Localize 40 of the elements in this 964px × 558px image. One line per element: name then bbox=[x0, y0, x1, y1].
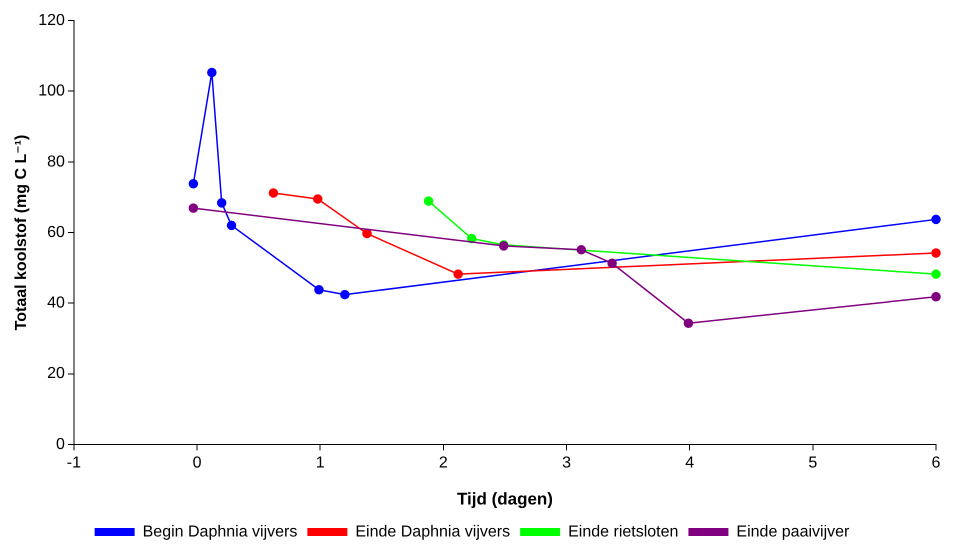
legend-label: Einde paaivijver bbox=[736, 523, 850, 540]
point bbox=[313, 194, 322, 204]
point bbox=[931, 292, 941, 302]
y-tick-label: 0 bbox=[56, 436, 65, 453]
x-tick-label: 1 bbox=[316, 454, 325, 472]
x-tick-label: 0 bbox=[192, 454, 202, 472]
legend-label: Begin Daphnia vijvers bbox=[142, 523, 298, 540]
y-tick-label: 120 bbox=[38, 12, 65, 30]
point bbox=[576, 245, 586, 255]
x-tick-label: 5 bbox=[808, 454, 818, 472]
x-axis-title: Tijd (dagen) bbox=[456, 489, 553, 508]
point bbox=[453, 269, 463, 279]
point bbox=[931, 214, 941, 224]
point bbox=[226, 220, 236, 230]
point bbox=[931, 269, 941, 279]
x-tick-label: 4 bbox=[685, 454, 694, 472]
point bbox=[216, 198, 226, 208]
y-tick-label: 40 bbox=[47, 294, 65, 312]
point bbox=[424, 196, 434, 206]
y-axis-title: Totaal koolstof (mg C L⁻¹) bbox=[13, 134, 30, 330]
y-tick-label: 100 bbox=[38, 82, 65, 100]
legend-label: Einde rietsloten bbox=[568, 523, 678, 540]
point bbox=[314, 284, 324, 294]
point bbox=[268, 188, 278, 198]
x-tick-label: 2 bbox=[438, 454, 448, 472]
point bbox=[207, 68, 217, 78]
y-tick-label: 20 bbox=[47, 365, 65, 382]
legend-label: Einde Daphnia vijvers bbox=[355, 523, 510, 540]
x-tick-label: -1 bbox=[66, 454, 82, 472]
point bbox=[931, 248, 941, 258]
point bbox=[607, 258, 617, 268]
x-tick-label: 6 bbox=[932, 454, 941, 472]
y-tick-label: 60 bbox=[47, 224, 65, 241]
y-tick-label: 80 bbox=[47, 153, 65, 170]
point bbox=[684, 318, 694, 328]
point bbox=[362, 228, 372, 238]
point bbox=[340, 290, 350, 300]
x-tick-label: 3 bbox=[562, 454, 572, 472]
point bbox=[188, 203, 198, 213]
point bbox=[188, 179, 198, 189]
